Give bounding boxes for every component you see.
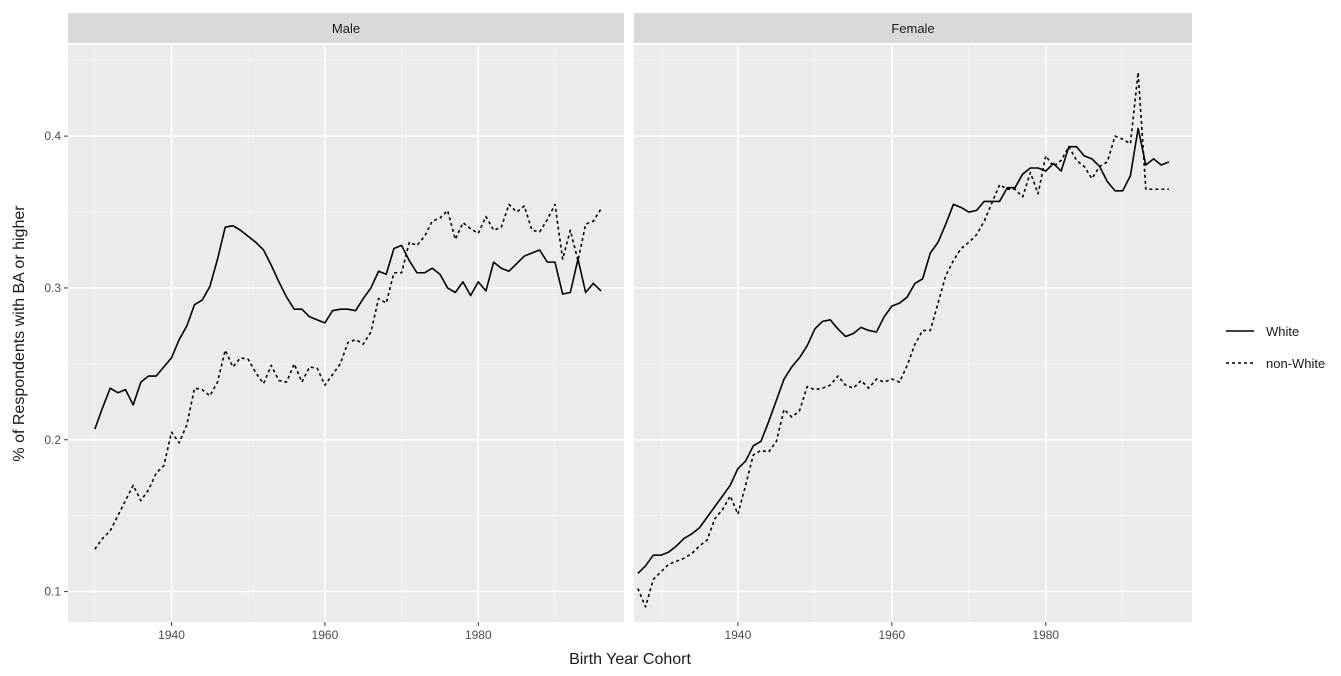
gridlines-female bbox=[634, 45, 1192, 622]
legend: White non-White bbox=[1226, 324, 1325, 371]
series-line-non-white bbox=[637, 71, 1169, 608]
x-tick-label: 1960 bbox=[312, 628, 339, 642]
panel-title-male: Male bbox=[332, 21, 360, 36]
y-tick-label: 0.2 bbox=[44, 433, 61, 447]
panel-strip-male bbox=[68, 13, 624, 43]
series-line-white bbox=[94, 224, 602, 430]
x-tick-label: 1980 bbox=[1032, 628, 1059, 642]
x-tick-label: 1940 bbox=[158, 628, 185, 642]
x-axis-title: Birth Year Cohort bbox=[569, 651, 691, 668]
panel-female: Female 1940 1960 1980 bbox=[634, 13, 1192, 642]
y-ticks: 0.1 0.2 0.3 0.4 bbox=[44, 129, 68, 599]
panel-title-female: Female bbox=[891, 21, 934, 36]
y-tick-label: 0.3 bbox=[44, 281, 61, 295]
x-tick-label: 1980 bbox=[465, 628, 492, 642]
y-axis-title: % of Respondents with BA or higher bbox=[11, 205, 28, 462]
y-tick-label: 0.1 bbox=[44, 585, 61, 599]
legend-label-white: White bbox=[1266, 324, 1299, 339]
x-ticks-male: 1940 1960 1980 bbox=[158, 622, 492, 642]
y-tick-label: 0.4 bbox=[44, 129, 61, 143]
plot-background-female bbox=[634, 45, 1192, 622]
gridlines-male bbox=[68, 45, 624, 622]
plot-background-male bbox=[68, 45, 624, 622]
series-male bbox=[94, 203, 602, 550]
series-line-non-white bbox=[94, 203, 602, 550]
legend-label-non-white: non-White bbox=[1266, 356, 1325, 371]
series-female bbox=[637, 71, 1170, 608]
panel-strip-female bbox=[634, 13, 1192, 43]
x-ticks-female: 1940 1960 1980 bbox=[725, 622, 1059, 642]
panel-male: Male 1940 1960 1980 bbox=[68, 13, 624, 642]
series-line-white bbox=[637, 127, 1170, 574]
x-tick-label: 1960 bbox=[878, 628, 905, 642]
x-tick-label: 1940 bbox=[725, 628, 752, 642]
